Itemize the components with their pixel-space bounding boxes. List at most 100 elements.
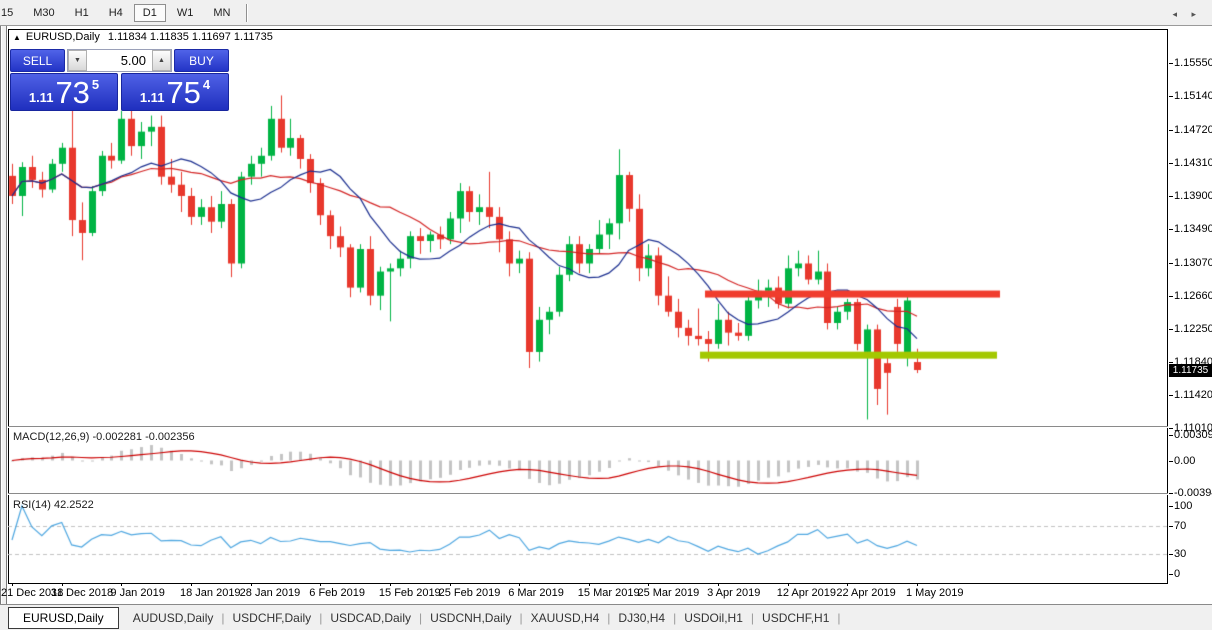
sell-price-big-digits: 73 — [55, 75, 90, 110]
window-edge-line — [0, 26, 1, 630]
macd-axis-label: 0.00 — [1174, 454, 1196, 467]
axis-tick — [1169, 428, 1173, 430]
axis-tick — [1169, 162, 1173, 164]
date-axis-label: 12 Apr 2019 — [776, 587, 837, 599]
timeframe-button-h1[interactable]: H1 — [74, 6, 89, 19]
sell-button[interactable]: SELL — [10, 49, 65, 72]
tab-separator: | — [519, 611, 523, 625]
timeframe-button-15[interactable]: 15 — [1, 6, 14, 19]
date-axis-label: 3 Apr 2019 — [707, 587, 761, 599]
rsi-axis-label: 30 — [1174, 547, 1187, 560]
tab-scroll-arrows[interactable]: ◂ ▸ — [1172, 9, 1202, 19]
axis-tick — [1169, 295, 1173, 297]
window-edge-line — [1, 26, 2, 630]
axis-tick — [1169, 63, 1173, 65]
tab-separator: | — [607, 611, 611, 625]
rsi-axis-label: 0 — [1174, 568, 1181, 580]
date-axis-label: 22 Apr 2019 — [836, 587, 896, 599]
rsi-label: RSI(14) 42.2522 — [13, 499, 94, 511]
buy-price-pip-digit: 4 — [202, 77, 211, 92]
date-axis-label: 25 Feb 2019 — [438, 587, 501, 599]
timeframe-button-m30[interactable]: M30 — [33, 6, 55, 19]
tab-separator: | — [673, 611, 677, 625]
volume-stepper: ▼ 5.00 ▲ — [67, 49, 172, 72]
price-axis-label: 1.11010 — [1174, 422, 1212, 435]
date-axis-label: 9 Jan 2019 — [110, 587, 165, 599]
chart-tab-usdoil-h1[interactable]: USDOil,H1 — [684, 611, 743, 625]
chart-tab-usdcad-daily[interactable]: USDCAD,Daily — [330, 611, 411, 625]
buy-button[interactable]: BUY — [174, 49, 229, 72]
window-edge-line — [7, 26, 8, 630]
collapse-panel-icon[interactable]: ▲ — [13, 33, 21, 42]
axis-tick — [1169, 506, 1173, 507]
date-axis-label: 1 May 2019 — [905, 587, 964, 599]
rsi-splitter[interactable] — [8, 493, 1168, 495]
timeframe-button-w1[interactable]: W1 — [176, 6, 194, 19]
macd-splitter[interactable] — [8, 426, 1168, 428]
price-axis-label: 1.13070 — [1174, 256, 1212, 269]
axis-tick — [1169, 435, 1173, 436]
chart-tab-usdchf-h1[interactable]: USDCHF,H1 — [762, 611, 830, 625]
price-axis-label: 1.14720 — [1174, 124, 1212, 137]
date-tick — [449, 583, 451, 586]
rsi-axis-label: 70 — [1174, 520, 1187, 533]
buy-price-big-digits: 75 — [166, 75, 201, 110]
date-tick — [648, 583, 650, 586]
date-axis-label: 21 Dec 2018 — [1, 587, 64, 599]
axis-tick — [1169, 460, 1173, 462]
date-axis-label: 31 Dec 2018 — [50, 587, 114, 599]
rsi-indicator-canvas[interactable] — [8, 496, 1167, 582]
date-tick — [320, 583, 322, 586]
chart-tab-dj30-h4[interactable]: DJ30,H4 — [618, 611, 666, 625]
tab-separator: | — [750, 611, 755, 625]
price-axis-label: 1.12660 — [1174, 289, 1212, 302]
date-tick — [519, 583, 521, 586]
axis-tick — [1169, 553, 1173, 555]
axis-tick — [1169, 195, 1173, 197]
buy-price-box[interactable]: 1.11 75 4 — [121, 73, 229, 111]
axis-tick — [1169, 262, 1173, 264]
price-axis-label: 1.11420 — [1174, 389, 1212, 402]
sell-price-pip-digit: 5 — [91, 77, 100, 92]
sell-price-prefix: 1.11 — [28, 90, 54, 105]
chart-tab-usdchf-daily[interactable]: USDCHF,Daily — [232, 611, 312, 625]
date-axis-label: 18 Jan 2019 — [180, 587, 241, 599]
chart-tab-audusd-daily[interactable]: AUDUSD,Daily — [132, 611, 214, 625]
axis-tick — [1169, 574, 1173, 575]
axis-tick — [1169, 361, 1173, 363]
date-tick — [718, 583, 720, 586]
volume-input[interactable]: 5.00 — [120, 53, 146, 68]
tab-separator: | — [319, 611, 323, 625]
tab-separator: | — [221, 611, 225, 625]
timeframe-button-d1[interactable]: D1 — [133, 3, 166, 22]
macd-indicator-canvas[interactable] — [8, 429, 1167, 492]
axis-tick — [1169, 328, 1173, 330]
chart-tab-eurusd-daily[interactable]: EURUSD,Daily — [8, 607, 119, 629]
macd-label: MACD(12,26,9) -0.002281 -0.002356 — [13, 431, 195, 443]
axis-tick — [1169, 228, 1173, 230]
window-edge-line — [6, 26, 7, 630]
date-tick — [389, 583, 391, 586]
sell-price-box[interactable]: 1.11 73 5 — [10, 73, 118, 111]
date-axis-label: 28 Jan 2019 — [239, 587, 301, 599]
price-axis-label: 1.15550 — [1174, 57, 1212, 70]
current-price-tag: 1.11735 — [1169, 364, 1212, 377]
rsi-axis-label: 100 — [1174, 500, 1193, 512]
timeframe-button-h4[interactable]: H4 — [108, 6, 123, 19]
axis-tick — [1169, 130, 1173, 132]
macd-axis-label: 0.003095 — [1174, 429, 1212, 441]
timeframe-button-mn[interactable]: MN — [213, 6, 231, 19]
volume-decrease-icon[interactable]: ▼ — [68, 50, 87, 71]
buy-price-prefix: 1.11 — [139, 90, 165, 105]
volume-increase-icon[interactable]: ▲ — [152, 50, 171, 71]
date-axis-label: 6 Feb 2019 — [309, 587, 365, 599]
axis-tick — [1169, 96, 1173, 98]
tab-separator: | — [837, 611, 841, 625]
axis-tick — [1169, 395, 1173, 397]
chart-tab-xauusd-h4[interactable]: XAUUSD,H4 — [530, 611, 600, 625]
date-tick — [121, 583, 123, 586]
price-axis-label: 1.15140 — [1174, 90, 1212, 103]
date-axis-label: 25 Mar 2019 — [637, 587, 700, 599]
chart-tab-usdcnh-daily[interactable]: USDCNH,Daily — [430, 611, 512, 625]
